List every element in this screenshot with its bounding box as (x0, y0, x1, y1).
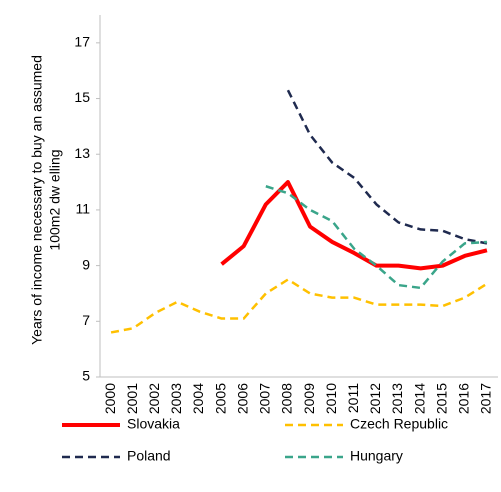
y-axis-label: 100m2 dw elling (47, 149, 63, 250)
x-tick-label: 2004 (190, 383, 206, 414)
y-tick-label: 5 (82, 368, 90, 384)
x-tick-label: 2011 (345, 383, 361, 413)
y-tick-label: 13 (74, 145, 90, 161)
y-axis-label: Years of income necessary to buy an assu… (29, 55, 45, 345)
y-tick-label: 15 (74, 89, 90, 105)
x-tick-label: 2012 (367, 383, 383, 414)
series-line (265, 185, 488, 290)
x-tick-label: 2007 (257, 383, 273, 414)
legend-label: Slovakia (127, 416, 180, 432)
series-line (220, 180, 488, 271)
legend-label: Hungary (350, 448, 403, 464)
y-tick-label: 7 (82, 312, 90, 328)
x-tick-label: 2013 (389, 383, 405, 414)
x-tick-label: 2017 (478, 383, 494, 414)
x-tick-label: 2001 (124, 383, 140, 414)
x-tick-label: 2009 (301, 383, 317, 414)
y-tick-label: 17 (74, 34, 90, 50)
y-tick-label: 11 (75, 201, 90, 217)
x-tick-label: 2014 (411, 383, 427, 414)
legend-label: Czech Republic (350, 416, 448, 432)
x-tick-label: 2003 (168, 383, 184, 414)
x-tick-label: 2005 (212, 383, 228, 414)
x-tick-label: 2010 (323, 383, 339, 414)
series-line (110, 278, 488, 334)
x-tick-label: 2008 (279, 383, 295, 414)
legend-label: Poland (127, 448, 171, 464)
x-tick-label: 2002 (146, 383, 162, 414)
y-tick-label: 9 (82, 256, 90, 272)
x-tick-label: 2006 (234, 383, 250, 414)
x-tick-label: 2015 (433, 383, 449, 414)
series-line (286, 89, 488, 245)
x-tick-label: 2000 (102, 383, 118, 414)
x-tick-label: 2016 (456, 383, 472, 414)
